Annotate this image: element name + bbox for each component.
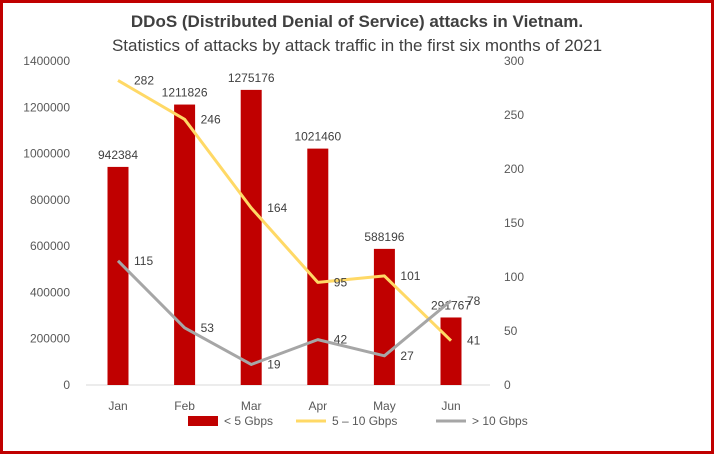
legend-label: 5 – 10 Gbps (332, 414, 397, 428)
line-data-label: 164 (267, 201, 287, 215)
y-right-tick-label: 0 (504, 378, 511, 392)
y-right-tick-label: 150 (504, 216, 524, 230)
bar-data-label: 1021460 (294, 130, 341, 144)
x-tick-label: Mar (241, 399, 262, 413)
line-data-label: 101 (400, 269, 420, 283)
legend-swatch-5-gbps (188, 416, 218, 426)
line-data-label: 246 (201, 112, 221, 126)
y-right-tick-label: 100 (504, 270, 524, 284)
line-series-5-10-gbps (117, 79, 453, 342)
line-data-label: 27 (400, 349, 414, 363)
y-left-tick-label: 400000 (30, 285, 70, 299)
line-data-label: 95 (334, 275, 348, 289)
chart-subtitle: Statistics of attacks by attack traffic … (111, 36, 603, 55)
x-tick-label: Feb (174, 399, 195, 413)
line-data-label: 115 (134, 254, 153, 268)
bar-may (373, 248, 395, 385)
y-left-tick-label: 1400000 (23, 54, 70, 68)
x-tick-label: Jan (108, 399, 127, 413)
line-series-10-gbps (116, 259, 452, 366)
bar-jun (440, 317, 462, 385)
bar-apr (307, 148, 329, 385)
x-tick-label: May (373, 399, 396, 413)
y-left-tick-label: 1000000 (23, 147, 70, 161)
x-tick-label: Apr (308, 399, 327, 413)
bar-data-label: 942384 (98, 148, 138, 162)
line-data-label: 53 (201, 321, 215, 335)
y-left-tick-label: 1200000 (23, 100, 70, 114)
bar-feb (174, 104, 196, 386)
y-left-tick-label: 0 (63, 378, 70, 392)
line-data-label: 41 (467, 334, 481, 348)
chart-title: DDoS (Distributed Denial of Service) att… (130, 12, 584, 31)
bar-data-label: 1275176 (228, 71, 275, 85)
line-data-label: 42 (334, 333, 348, 347)
x-tick-label: Jun (441, 399, 460, 413)
y-right-tick-label: 300 (504, 54, 524, 68)
y-right-tick-label: 50 (504, 324, 518, 338)
y-right-tick-label: 200 (504, 162, 524, 176)
y-left-tick-label: 200000 (30, 332, 70, 346)
bar-data-label: 588196 (364, 230, 404, 244)
bar-jan (107, 166, 129, 385)
line-data-label: 78 (467, 294, 481, 308)
bar-mar (240, 89, 262, 385)
line-data-label: 19 (267, 357, 281, 371)
bar-data-label: 1211826 (162, 86, 208, 100)
legend-label: > 10 Gbps (472, 414, 528, 428)
legend-label: < 5 Gbps (224, 414, 273, 428)
y-left-tick-label: 800000 (30, 193, 70, 207)
y-left-tick-label: 600000 (30, 239, 70, 253)
y-right-tick-label: 250 (504, 108, 524, 122)
line-data-label: 282 (134, 73, 154, 87)
